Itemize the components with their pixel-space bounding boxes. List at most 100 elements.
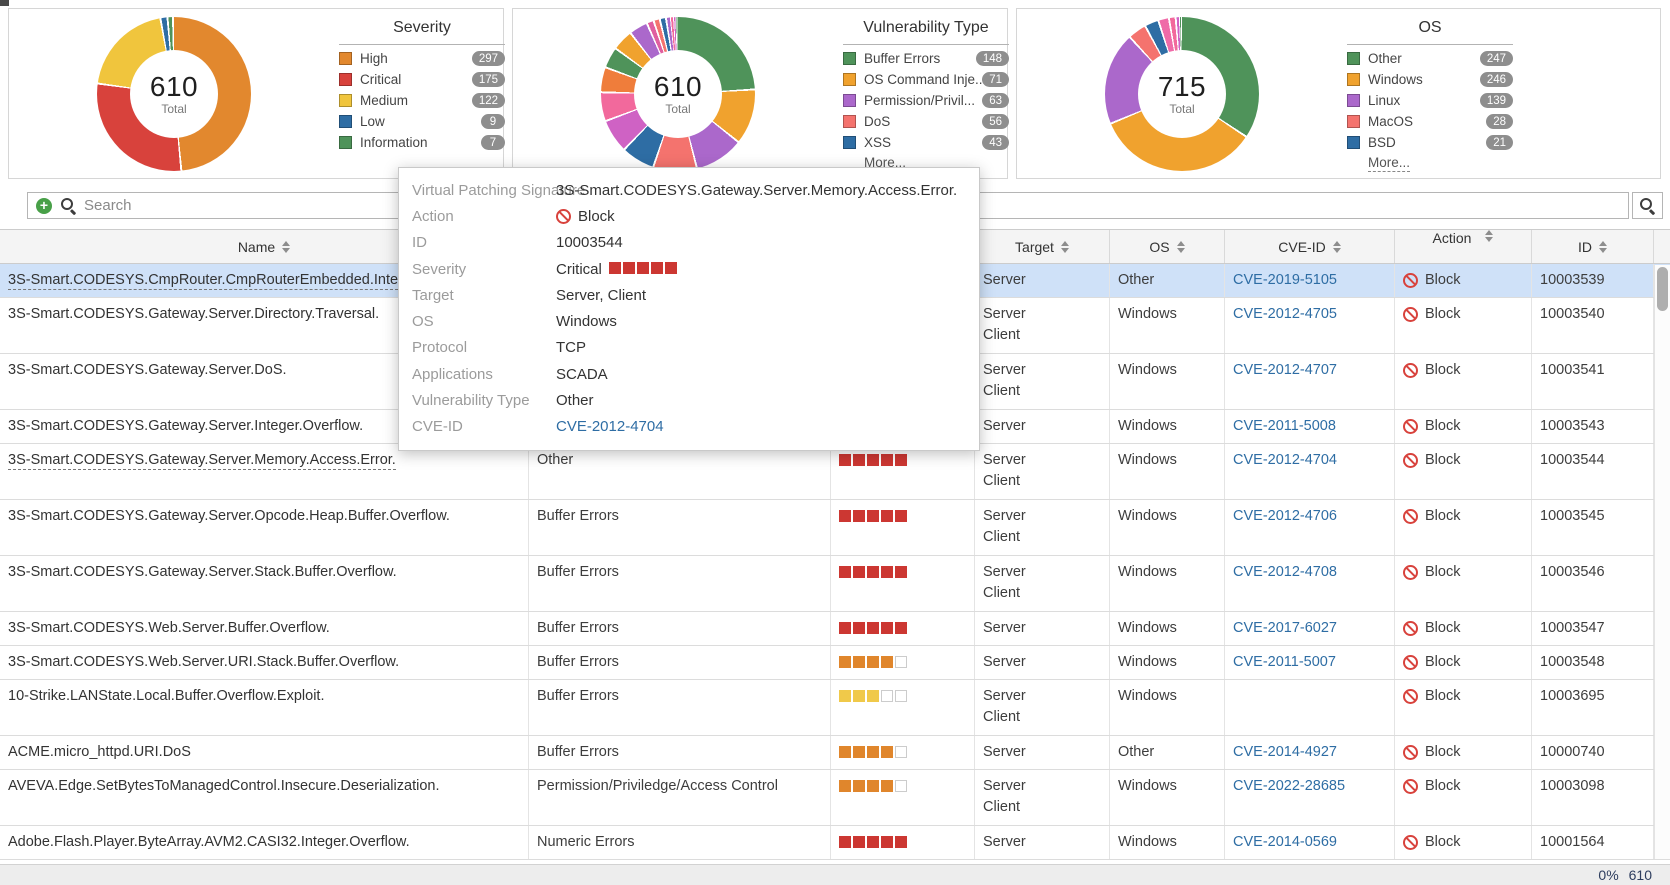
cell-action: Block (1395, 264, 1532, 297)
legend-item[interactable]: Medium 122 (339, 93, 505, 108)
legend-item[interactable]: Other 247 (1347, 51, 1513, 66)
column-header-target[interactable]: Target (975, 230, 1110, 263)
cve-link[interactable]: CVE-2011-5007 (1233, 654, 1336, 670)
cell-id: 10003541 (1532, 354, 1654, 409)
legend-item[interactable]: High 297 (339, 51, 505, 66)
signature-name[interactable]: 10-Strike.LANState.Local.Buffer.Overflow… (8, 688, 325, 704)
table-row[interactable]: AVEVA.Edge.SetBytesToManagedControl.Inse… (0, 770, 1670, 826)
block-icon (1403, 621, 1418, 636)
sort-icon[interactable] (1599, 240, 1607, 253)
cell-target: Server (975, 612, 1110, 645)
scrollbar-thumb[interactable] (1657, 267, 1668, 311)
severity-square (608, 261, 621, 274)
cell-target: Server (975, 736, 1110, 769)
severity-square (853, 454, 865, 466)
cve-link[interactable]: CVE-2014-0569 (1233, 834, 1337, 850)
legend-item[interactable]: Critical 175 (339, 72, 505, 87)
column-header-id[interactable]: ID (1532, 230, 1654, 263)
legend-more-link[interactable]: More... (1368, 155, 1411, 172)
cve-link[interactable]: CVE-2014-4927 (1233, 744, 1337, 760)
signature-name[interactable]: 3S-Smart.CODESYS.Gateway.Server.Memory.A… (8, 452, 396, 470)
search-button[interactable] (1632, 192, 1663, 219)
signature-name[interactable]: ACME.micro_httpd.URI.DoS (8, 744, 191, 760)
signature-name[interactable]: 3S-Smart.CODESYS.Gateway.Server.Opcode.H… (8, 508, 450, 524)
block-icon (1403, 835, 1418, 850)
legend-item[interactable]: Permission/Privil... 63 (843, 93, 1009, 108)
legend-item[interactable]: DoS 56 (843, 114, 1009, 129)
cve-link[interactable]: CVE-2012-4705 (1233, 306, 1337, 322)
sort-icon[interactable] (282, 240, 291, 253)
cell-id: 10003545 (1532, 500, 1654, 555)
signature-name[interactable]: 3S-Smart.CODESYS.Web.Server.URI.Stack.Bu… (8, 654, 400, 670)
add-filter-icon[interactable]: + (36, 197, 52, 214)
legend-item[interactable]: MacOS 28 (1347, 114, 1513, 129)
cve-link[interactable]: CVE-2022-28685 (1233, 778, 1346, 794)
table-row[interactable]: 3S-Smart.CODESYS.Web.Server.URI.Stack.Bu… (0, 646, 1670, 680)
cell-target: Server Client (975, 500, 1110, 555)
table-row[interactable]: 3S-Smart.CODESYS.Gateway.Server.Opcode.H… (0, 500, 1670, 556)
legend-item[interactable]: XSS 43 (843, 135, 1009, 150)
legend-item[interactable]: Windows 246 (1347, 72, 1513, 87)
signature-name[interactable]: 3S-Smart.CODESYS.CmpRouter.CmpRouterEmbe… (8, 272, 399, 290)
signature-name[interactable]: 3S-Smart.CODESYS.Gateway.Server.DoS. (8, 362, 287, 378)
severity-square (867, 454, 879, 466)
os-donut-chart[interactable]: 715 Total (1105, 17, 1259, 171)
severity-square (881, 780, 893, 792)
column-header-cve[interactable]: CVE-ID (1225, 230, 1395, 263)
table-row[interactable]: 3S-Smart.CODESYS.Gateway.Server.Memory.A… (0, 444, 1670, 500)
search-icon (1639, 197, 1656, 214)
table-row[interactable]: ACME.micro_httpd.URI.DoS Buffer Errors S… (0, 736, 1670, 770)
sort-icon[interactable] (1485, 230, 1494, 242)
cve-link[interactable]: CVE-2012-4704 (1233, 452, 1337, 468)
table-row[interactable]: Adobe.Flash.Player.ByteArray.AVM2.CASI32… (0, 826, 1670, 860)
cell-action: Block (1395, 770, 1532, 825)
column-header-action[interactable]: Action (1395, 230, 1532, 263)
cell-id: 10000740 (1532, 736, 1654, 769)
cve-link[interactable]: CVE-2017-6027 (1233, 620, 1337, 636)
severity-donut-chart[interactable]: 610 Total (97, 17, 251, 171)
cell-name: 3S-Smart.CODESYS.Web.Server.Buffer.Overf… (0, 612, 529, 645)
legend-count-badge: 148 (975, 51, 1009, 66)
vulnerability-type-donut-chart[interactable]: 610 Total (601, 17, 755, 171)
cve-link[interactable]: CVE-2019-5105 (1233, 272, 1337, 288)
signature-name[interactable]: 3S-Smart.CODESYS.Gateway.Server.Integer.… (8, 418, 364, 434)
legend-color-swatch (843, 115, 856, 128)
legend-item[interactable]: OS Command Inje... 71 (843, 72, 1009, 87)
signature-name[interactable]: 3S-Smart.CODESYS.Gateway.Server.Stack.Bu… (8, 564, 397, 580)
table-row[interactable]: 3S-Smart.CODESYS.Web.Server.Buffer.Overf… (0, 612, 1670, 646)
cve-link[interactable]: CVE-2012-4708 (1233, 564, 1337, 580)
column-header-os[interactable]: OS (1110, 230, 1225, 263)
table-row[interactable]: 10-Strike.LANState.Local.Buffer.Overflow… (0, 680, 1670, 736)
severity-square (881, 836, 893, 848)
cve-link[interactable]: CVE-2012-4707 (1233, 362, 1337, 378)
legend-item[interactable]: BSD 21 (1347, 135, 1513, 150)
table-row[interactable]: 3S-Smart.CODESYS.Gateway.Server.Stack.Bu… (0, 556, 1670, 612)
signature-name[interactable]: Adobe.Flash.Player.ByteArray.AVM2.CASI32… (8, 834, 410, 850)
sort-icon[interactable] (1332, 240, 1341, 253)
sort-icon[interactable] (1060, 240, 1069, 253)
severity-square (839, 746, 851, 758)
legend-item[interactable]: Linux 139 (1347, 93, 1513, 108)
cell-target: Server (975, 646, 1110, 679)
signature-name[interactable]: 3S-Smart.CODESYS.Web.Server.Buffer.Overf… (8, 620, 330, 636)
cell-vulnerability-type: Other (529, 444, 831, 499)
signature-name[interactable]: AVEVA.Edge.SetBytesToManagedControl.Inse… (8, 778, 440, 794)
severity-square (895, 566, 907, 578)
severity-square (881, 690, 893, 702)
signature-name[interactable]: 3S-Smart.CODESYS.Gateway.Server.Director… (8, 306, 380, 322)
cve-link[interactable]: CVE-2012-4706 (1233, 508, 1337, 524)
cve-link[interactable]: CVE-2012-4704 (556, 418, 664, 436)
legend-item[interactable]: Information 7 (339, 135, 505, 150)
cell-name: ACME.micro_httpd.URI.DoS (0, 736, 529, 769)
severity-square (853, 836, 865, 848)
legend-item[interactable]: Low 9 (339, 114, 505, 129)
cve-link[interactable]: CVE-2011-5008 (1233, 418, 1336, 434)
sort-icon[interactable] (1176, 240, 1185, 253)
column-header-label: OS (1149, 238, 1170, 255)
legend-color-swatch (339, 115, 352, 128)
tooltip-row: Applications SCADA (399, 361, 979, 387)
vertical-scrollbar[interactable] (1654, 265, 1670, 859)
legend-item[interactable]: Buffer Errors 148 (843, 51, 1009, 66)
legend-color-swatch (339, 73, 352, 86)
cell-os: Windows (1110, 612, 1225, 645)
